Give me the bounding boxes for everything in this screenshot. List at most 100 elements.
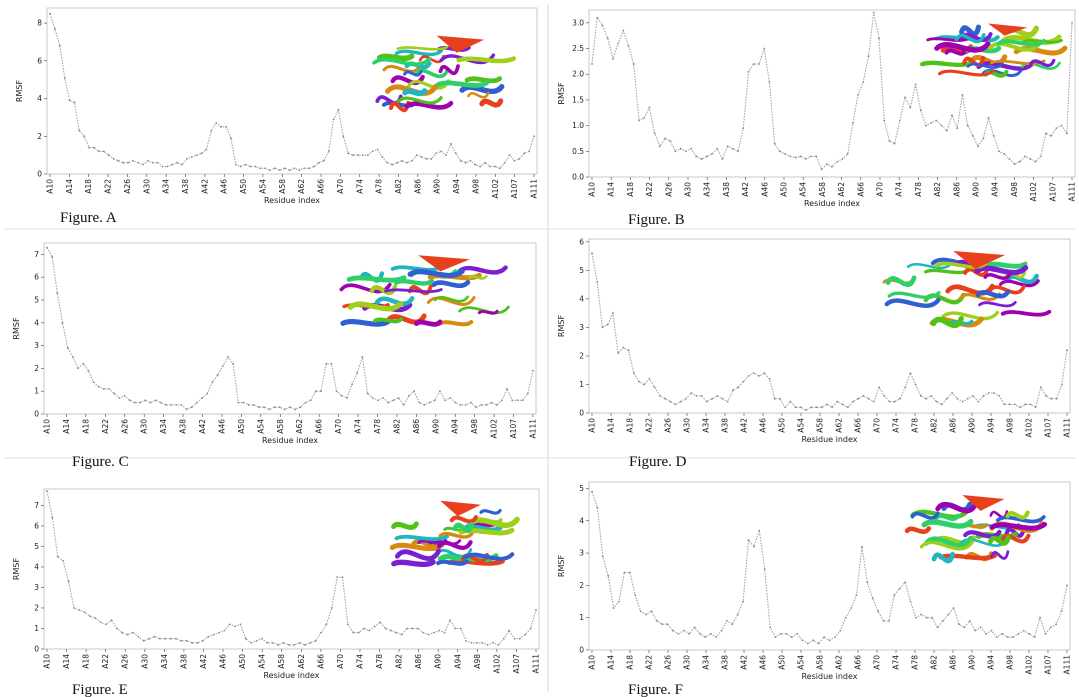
data-point <box>815 406 818 409</box>
data-point <box>655 620 658 622</box>
x-tick-label: A66 <box>854 418 863 433</box>
data-point <box>1071 21 1073 24</box>
x-tick-label: A66 <box>316 654 325 669</box>
data-point <box>196 401 198 404</box>
data-point <box>206 392 209 395</box>
data-point <box>961 400 964 403</box>
y-axis-label: RMSF <box>12 317 21 340</box>
protein-ribbon <box>887 291 941 299</box>
chart-panel-b: 0.0 0.5 1.0 1.5 2.0 2.5 3.0 A10 A14 A18 A22 A26 A30 A… <box>557 9 1077 228</box>
protein-ribbon <box>435 80 490 88</box>
data-point <box>930 395 933 397</box>
data-point <box>122 161 125 164</box>
x-tick-label: A90 <box>431 419 440 434</box>
data-point <box>945 129 948 132</box>
x-tick-label: A62 <box>835 418 844 433</box>
x-tick-label: A34 <box>702 418 711 433</box>
y-tick-label: 0 <box>34 645 39 654</box>
data-point <box>968 620 971 622</box>
x-tick-label: A82 <box>392 419 401 434</box>
data-point <box>435 152 438 155</box>
data-point <box>622 346 625 349</box>
data-point <box>796 632 798 635</box>
data-point <box>127 161 130 164</box>
data-point <box>82 362 85 365</box>
protein-arrow <box>440 500 481 517</box>
protein-ribbon <box>995 515 1046 524</box>
protein-ribbon <box>462 552 515 561</box>
data-point <box>218 631 220 634</box>
y-tick-label: 0 <box>34 410 39 419</box>
data-point <box>212 633 215 636</box>
data-point <box>844 616 847 619</box>
data-point <box>961 93 964 96</box>
data-point <box>357 631 360 634</box>
protein-ribbon <box>468 274 488 280</box>
data-point <box>873 400 875 403</box>
data-point <box>899 397 901 400</box>
figure-caption: Figure. A <box>60 210 117 226</box>
data-point <box>401 159 403 162</box>
data-point <box>416 627 419 630</box>
data-point <box>215 122 218 124</box>
data-point <box>742 127 745 130</box>
data-point <box>181 163 183 166</box>
x-tick-label: A50 <box>778 418 787 433</box>
data-point <box>952 607 955 609</box>
data-point <box>277 644 279 646</box>
data-point <box>230 137 232 140</box>
data-point <box>148 637 151 640</box>
data-point <box>382 397 384 399</box>
data-point <box>995 636 998 638</box>
data-point <box>232 362 235 365</box>
protein-ribbon <box>347 300 404 312</box>
data-point <box>839 629 842 632</box>
data-point <box>449 397 452 399</box>
data-point <box>904 96 906 99</box>
data-point <box>857 397 860 400</box>
x-tick-label: A14 <box>607 655 616 670</box>
data-point <box>396 161 398 164</box>
data-point <box>433 399 436 402</box>
data-point <box>410 159 413 162</box>
data-point <box>763 47 766 50</box>
protein-ribbon <box>954 33 986 44</box>
data-point <box>430 158 433 160</box>
data-point <box>627 45 630 47</box>
data-point <box>497 644 500 646</box>
data-point <box>495 404 498 406</box>
x-tick-label: A46 <box>220 179 229 194</box>
protein-ribbon <box>374 296 415 306</box>
data-point <box>470 401 472 404</box>
y-tick-label: 4 <box>37 94 42 103</box>
data-point <box>449 619 451 622</box>
data-point <box>993 392 995 394</box>
x-tick-label: A62 <box>837 182 846 197</box>
data-point <box>239 623 242 626</box>
x-tick-label: A82 <box>933 182 942 197</box>
data-point <box>732 389 734 392</box>
data-point <box>112 158 115 160</box>
x-tick-label: A111 <box>1063 655 1072 675</box>
data-point <box>371 150 374 153</box>
data-point <box>966 397 969 400</box>
y-axis-label: RMSF <box>557 82 566 105</box>
data-point <box>144 399 147 402</box>
y-tick-label: 2 <box>579 351 584 360</box>
x-tick-label: A82 <box>395 654 404 669</box>
data-point <box>779 397 781 400</box>
x-tick-label: A107 <box>512 654 521 674</box>
x-tick-label: A54 <box>799 182 808 197</box>
data-point <box>494 165 496 168</box>
protein-ribbon <box>990 550 1010 560</box>
data-point <box>252 404 255 406</box>
data-point <box>298 641 301 644</box>
data-point <box>1066 349 1068 352</box>
data-point <box>888 140 891 142</box>
data-point <box>1040 386 1042 389</box>
data-point <box>225 125 227 128</box>
data-point <box>914 383 917 386</box>
protein-ribbon <box>394 548 441 561</box>
plot-frame <box>588 238 1071 414</box>
rmsf-line <box>591 491 1068 645</box>
